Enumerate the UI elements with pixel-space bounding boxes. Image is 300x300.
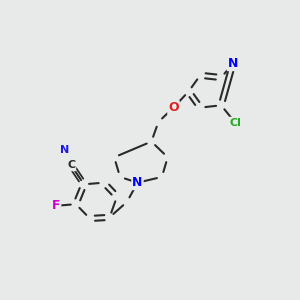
Text: F: F [52,199,60,212]
Text: Cl: Cl [229,118,241,128]
Text: N: N [60,145,70,155]
Text: N: N [132,176,143,189]
Text: C: C [67,160,75,170]
Text: N: N [228,57,238,70]
Text: O: O [168,101,179,114]
